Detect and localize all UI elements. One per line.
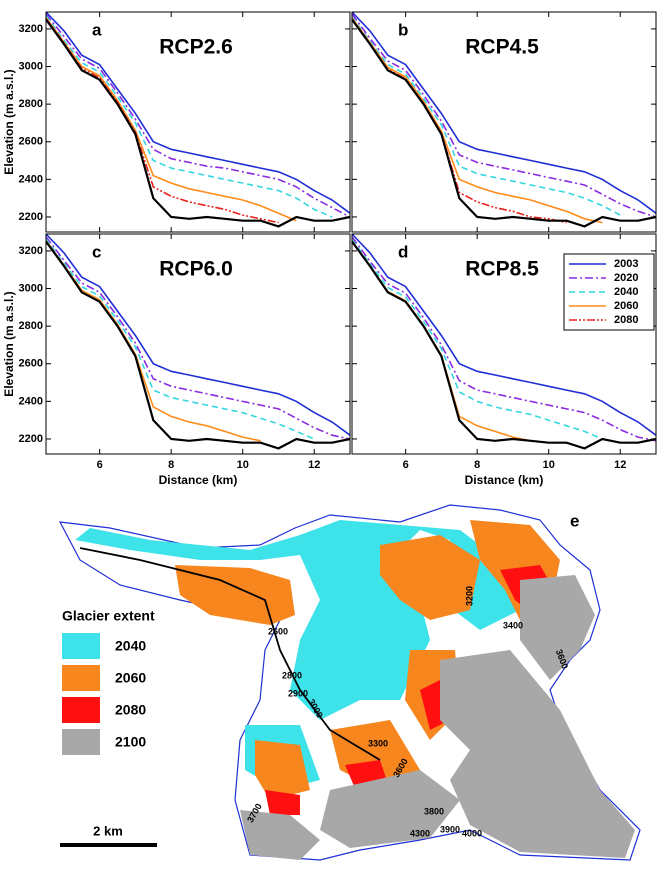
x-axis-label: Distance (km) — [465, 473, 544, 487]
y-tick-label: 2200 — [19, 433, 43, 445]
legend-swatch — [62, 729, 100, 755]
line-series — [45, 11, 351, 214]
legend-label: 2060 — [614, 300, 638, 312]
x-tick-label: 10 — [543, 459, 555, 471]
x-tick-label: 6 — [403, 459, 409, 471]
x-axis-label: Distance (km) — [159, 473, 238, 487]
contour-label: 3400 — [503, 620, 523, 630]
panel: b RCP4.5 — [351, 11, 657, 233]
line-series — [45, 233, 351, 436]
y-tick-label: 2600 — [19, 136, 43, 148]
contour-label: 3200 — [464, 586, 474, 606]
contour-label: 3800 — [424, 806, 444, 816]
x-tick-label: 8 — [168, 459, 174, 471]
panel-label: a — [92, 20, 102, 39]
legend-label: 2003 — [614, 258, 638, 270]
legend-label: 2040 — [115, 638, 146, 654]
legend-label: 2100 — [115, 734, 146, 750]
line-series — [351, 238, 603, 440]
y-axis-label: Elevation (m a.s.l.) — [2, 69, 16, 174]
panel-title: RCP6.0 — [159, 258, 233, 281]
line-series — [351, 236, 657, 442]
plot-frame — [351, 233, 657, 455]
y-tick-label: 2800 — [19, 98, 43, 110]
y-axis-label: Elevation (m a.s.l.) — [2, 291, 16, 396]
legend-label: 2040 — [614, 286, 638, 298]
contour-label: 4300 — [410, 828, 430, 838]
y-tick-label: 2400 — [19, 395, 43, 407]
map: 2600 2800 2900 3000 3200 3300 3400 3600 … — [58, 504, 641, 861]
plot-frame — [45, 11, 351, 233]
x-tick-label: 12 — [614, 459, 626, 471]
plot-frame — [351, 11, 657, 233]
panel-label: c — [92, 242, 101, 261]
panel-label: d — [398, 242, 408, 261]
contour-label: 2900 — [288, 688, 308, 698]
panel: 2200 2400 2600 2800 3000 3200 a RCP2.6 Elevation… — [2, 11, 351, 233]
x-tick-label: 12 — [308, 459, 320, 471]
line-series — [351, 17, 603, 224]
y-tick-label: 2400 — [19, 173, 43, 185]
panel-label: e — [570, 511, 579, 530]
y-tick-label: 3200 — [19, 245, 43, 257]
line-series — [351, 16, 621, 216]
contour-label: 4000 — [462, 828, 482, 838]
legend-swatch — [62, 665, 100, 691]
line-series — [45, 15, 333, 218]
contour-label: 3300 — [368, 738, 388, 748]
y-tick-label: 3000 — [19, 60, 43, 72]
line-series — [45, 18, 279, 224]
legend-swatch — [62, 633, 100, 659]
extent-2100 — [240, 575, 635, 860]
contour-label: 2800 — [282, 670, 302, 680]
legend-label: 2020 — [614, 272, 638, 284]
line-series — [351, 240, 657, 450]
legend-box — [563, 253, 655, 331]
panel: 2200 2400 2600 2800 3000 3200 6 8 10 12 c RCP6.0 Ele… — [2, 233, 351, 487]
legend-label: 2060 — [115, 670, 146, 686]
legend-title: Glacier extent — [62, 608, 155, 624]
x-tick-label: 6 — [97, 459, 103, 471]
flowline — [79, 547, 381, 761]
y-tick-label: 2800 — [19, 320, 43, 332]
line-series — [45, 18, 351, 228]
line-series — [351, 241, 461, 421]
line-series — [351, 18, 657, 228]
panel-title: RCP2.6 — [159, 36, 233, 59]
plot-frame — [45, 233, 351, 455]
panel-label: b — [398, 20, 408, 39]
panel-title: RCP8.5 — [465, 258, 539, 281]
legend-label: 2080 — [115, 702, 146, 718]
panel: 6 8 10 12 d RCP8.5 Distance (km) 2003 2020 2040 20… — [351, 233, 657, 487]
contour-label: 2600 — [268, 626, 288, 636]
legend-swatch — [62, 697, 100, 723]
contour-label: 3900 — [440, 824, 460, 834]
line-series — [45, 236, 351, 440]
y-tick-label: 3200 — [19, 23, 43, 35]
x-tick-label: 10 — [237, 459, 249, 471]
y-tick-label: 2600 — [19, 358, 43, 370]
x-tick-label: 8 — [474, 459, 480, 471]
extent-2060 — [175, 520, 560, 800]
y-tick-label: 3000 — [19, 282, 43, 294]
line-series — [45, 17, 297, 222]
line-series — [351, 11, 657, 214]
scale-label: 2 km — [93, 823, 123, 838]
line-series — [351, 233, 657, 436]
line-series — [351, 13, 657, 218]
panel-title: RCP4.5 — [465, 36, 539, 59]
line-series — [45, 240, 351, 450]
y-tick-label: 2200 — [19, 211, 43, 223]
line-series — [45, 13, 351, 218]
legend-label: 2080 — [614, 314, 638, 326]
